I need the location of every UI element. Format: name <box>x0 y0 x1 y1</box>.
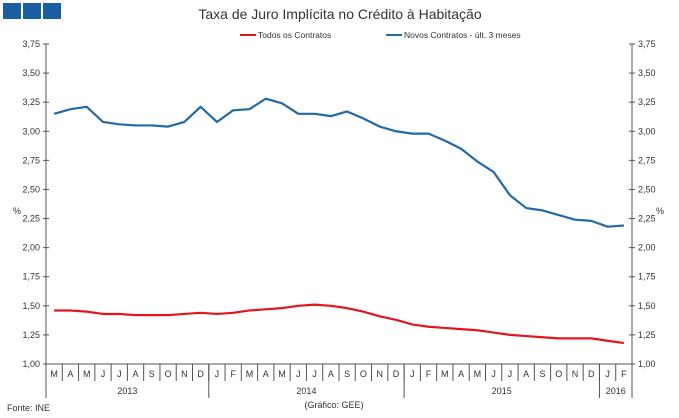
month-label: M <box>50 369 58 379</box>
month-label: J <box>101 369 106 379</box>
year-label: 2016 <box>606 386 626 396</box>
y-tick-label-right: 3,00 <box>638 126 656 136</box>
y-tick-label-left: 3,50 <box>22 68 40 78</box>
month-label: A <box>67 369 73 379</box>
month-label: J <box>410 369 415 379</box>
y-tick-label-right: 2,25 <box>638 214 656 224</box>
year-label: 2013 <box>117 386 137 396</box>
year-label: 2015 <box>492 386 512 396</box>
month-label: D <box>197 369 204 379</box>
y-tick-label-right: 1,75 <box>638 272 656 282</box>
month-label: A <box>133 369 139 379</box>
y-tick-label-right: 1,25 <box>638 330 656 340</box>
month-label: O <box>360 369 367 379</box>
month-label: D <box>588 369 595 379</box>
month-label: A <box>523 369 529 379</box>
month-label: N <box>181 369 188 379</box>
month-label: J <box>508 369 513 379</box>
month-label: N <box>572 369 579 379</box>
month-label: J <box>491 369 496 379</box>
logo <box>3 3 61 19</box>
month-label: S <box>344 369 350 379</box>
month-label: S <box>539 369 545 379</box>
y-tick-label-left: 1,75 <box>22 272 40 282</box>
month-label: J <box>296 369 301 379</box>
month-label: S <box>149 369 155 379</box>
y-tick-label-right: 2,50 <box>638 184 656 194</box>
y-tick-label-left: 2,50 <box>22 184 40 194</box>
legend-label: Novos Contratos - últ. 3 meses <box>404 30 521 40</box>
month-label: A <box>263 369 269 379</box>
y-tick-label-left: 1,50 <box>22 301 40 311</box>
month-label: J <box>312 369 317 379</box>
year-label: 2014 <box>296 386 316 396</box>
month-label: M <box>441 369 449 379</box>
y-tick-label-right: 3,25 <box>638 97 656 107</box>
month-label: M <box>246 369 254 379</box>
series-line-novos-contratos <box>53 97 624 228</box>
month-label: N <box>376 369 383 379</box>
month-label: J <box>117 369 122 379</box>
month-label: M <box>83 369 91 379</box>
series-line-todos-contratos <box>54 303 625 345</box>
month-label: A <box>458 369 464 379</box>
source-note: Fonte: INE <box>7 403 50 413</box>
y-tick-label-right: 3,75 <box>638 39 656 49</box>
month-label: D <box>393 369 400 379</box>
credit-note: (Gráfico: GEE) <box>304 400 363 410</box>
y-tick-label-left: 2,00 <box>22 243 40 253</box>
y-tick-label-right: 2,00 <box>638 243 656 253</box>
y-tick-label-right: 2,75 <box>638 155 656 165</box>
y-tick-label-right: 1,50 <box>638 301 656 311</box>
y-tick-label-left: 2,75 <box>22 155 40 165</box>
y-tick-label-right: 3,50 <box>638 68 656 78</box>
y-tick-label-left: 3,75 <box>22 39 40 49</box>
month-label: O <box>555 369 562 379</box>
month-label: M <box>278 369 286 379</box>
y-tick-label-left: 3,00 <box>22 126 40 136</box>
month-label: F <box>621 369 627 379</box>
month-label: J <box>605 369 610 379</box>
month-label: F <box>426 369 432 379</box>
chart-title: Taxa de Juro Implícita no Crédito à Habi… <box>198 6 481 22</box>
y-axis-label-right: % <box>656 206 664 216</box>
month-label: F <box>230 369 236 379</box>
y-tick-label-left: 1,00 <box>22 359 40 369</box>
y-axis-label-left: % <box>13 206 21 216</box>
y-tick-label-left: 3,25 <box>22 97 40 107</box>
month-label: J <box>215 369 220 379</box>
month-label: A <box>328 369 334 379</box>
y-tick-label-left: 2,25 <box>22 214 40 224</box>
y-tick-label-left: 1,25 <box>22 330 40 340</box>
y-tick-label-right: 1,00 <box>638 359 656 369</box>
month-label: O <box>165 369 172 379</box>
month-label: M <box>474 369 482 379</box>
legend-label: Todos os Contratos <box>258 30 331 40</box>
